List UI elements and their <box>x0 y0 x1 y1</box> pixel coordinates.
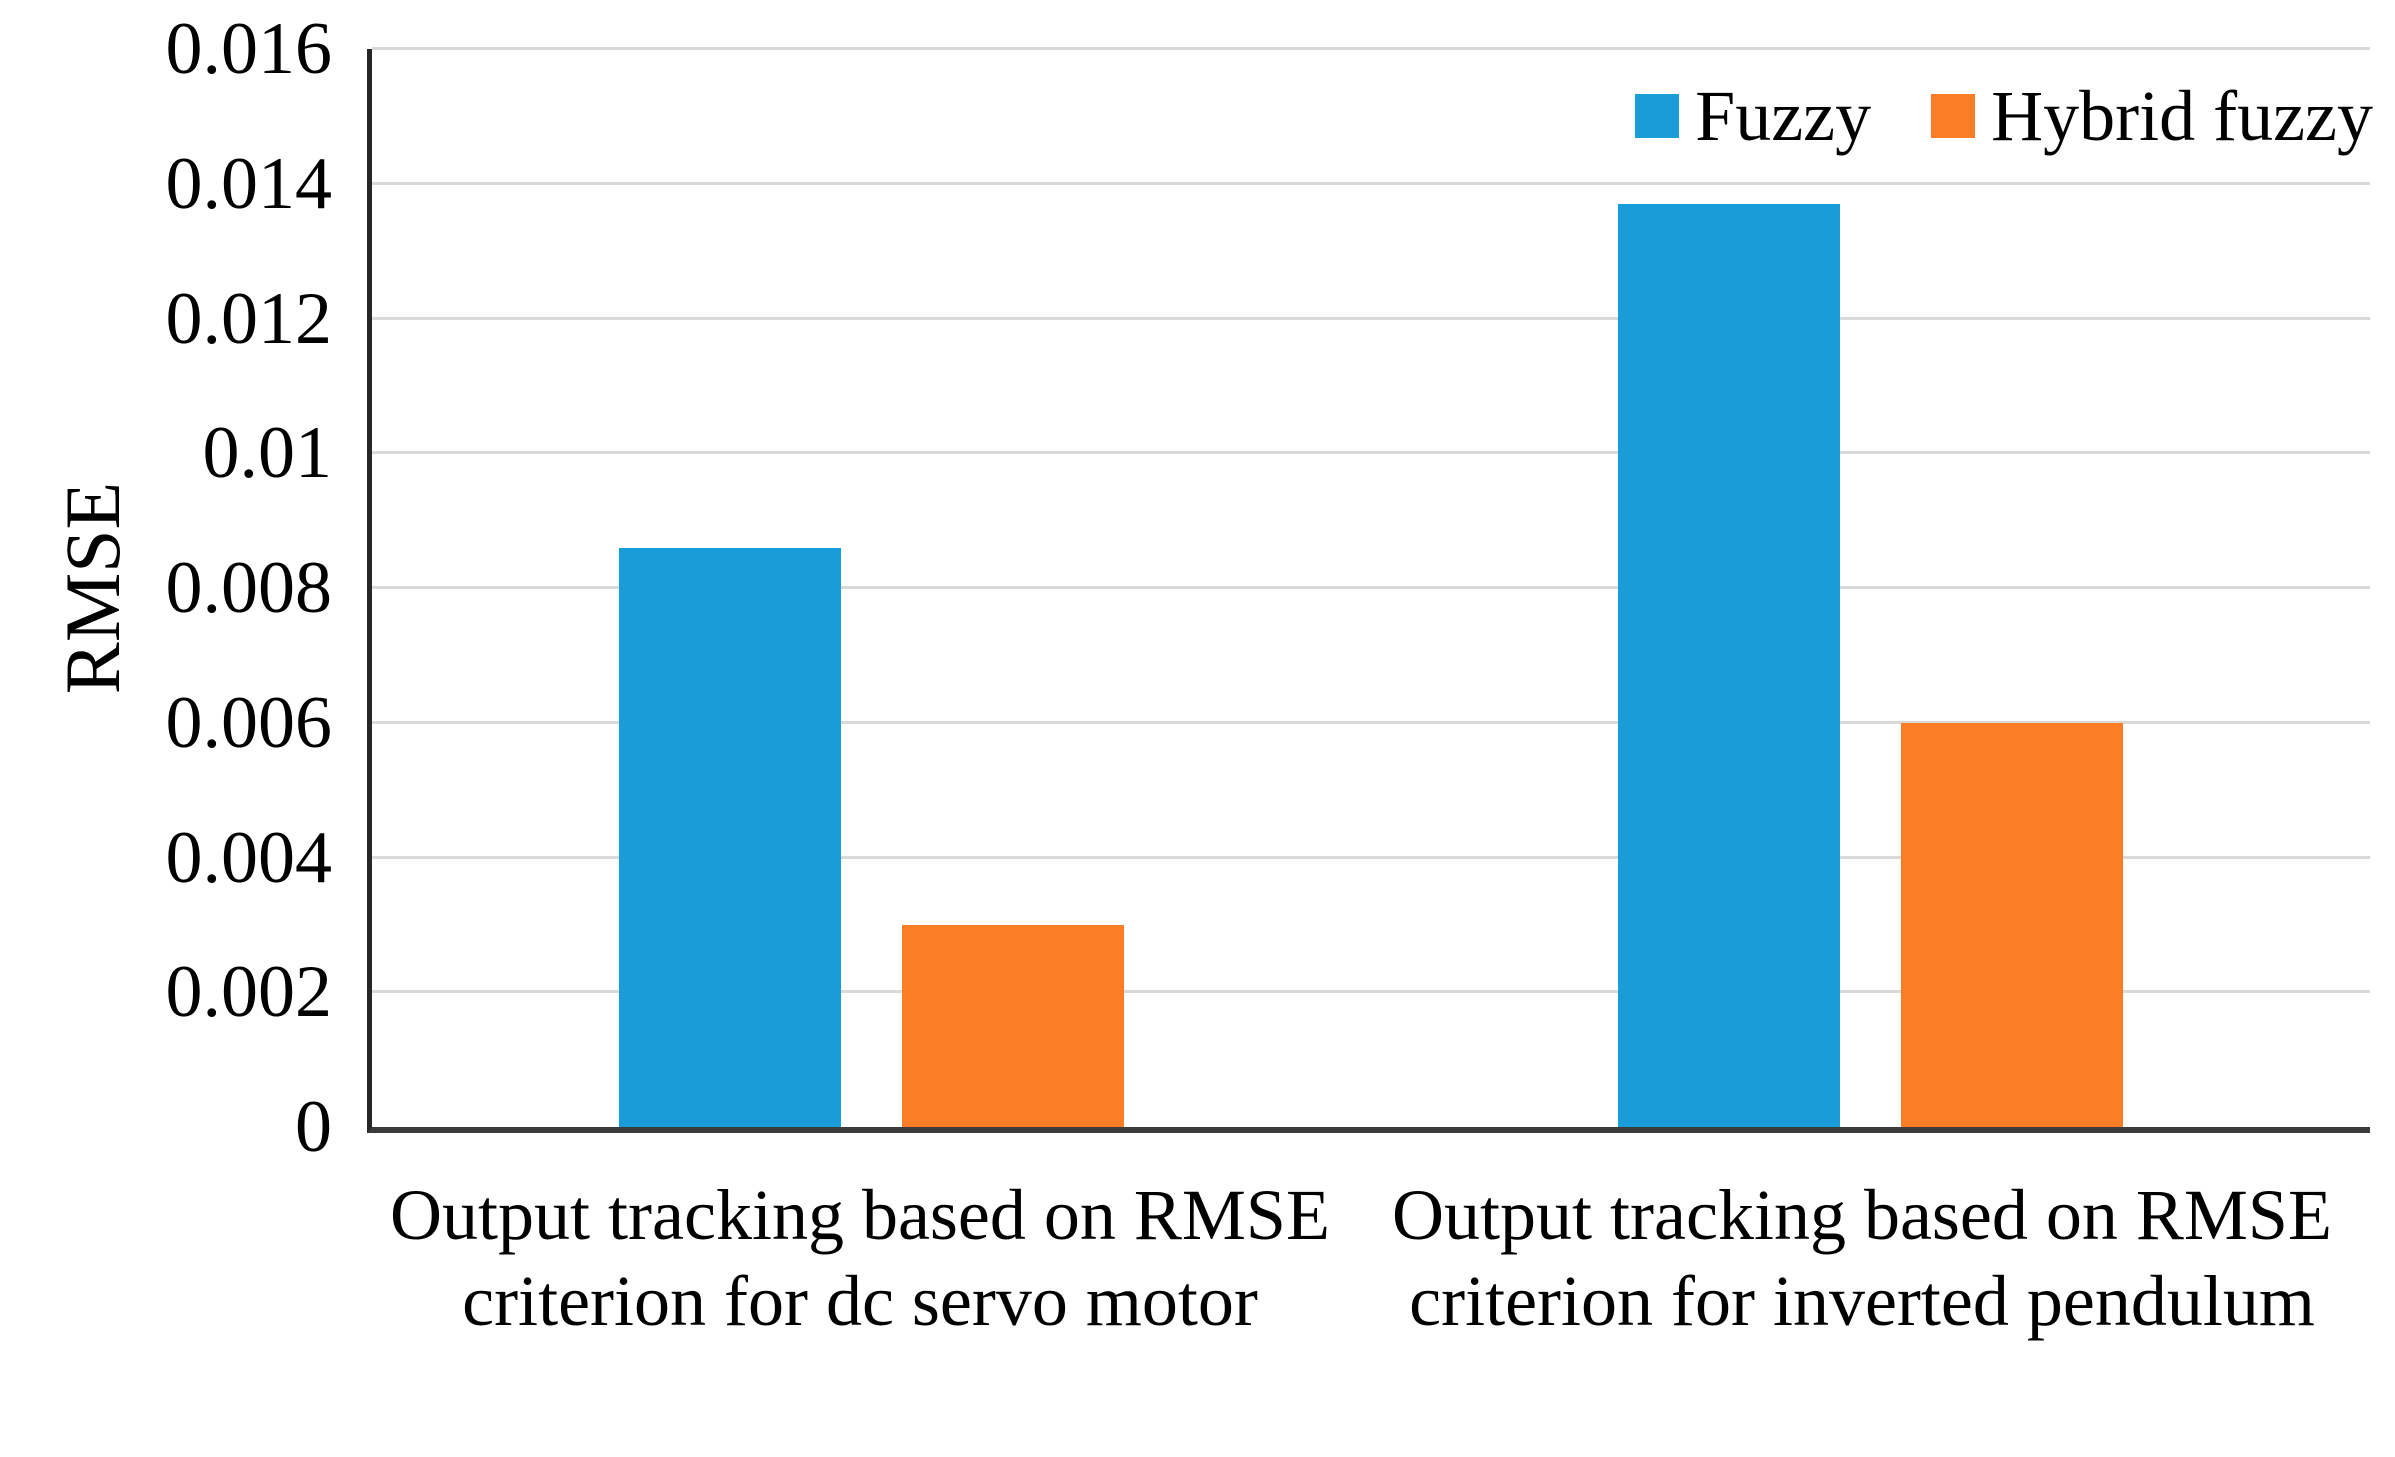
y-axis-tick-label: 0.004 <box>165 816 333 899</box>
legend-swatch-hybrid-fuzzy <box>1931 94 1976 138</box>
gridline <box>372 855 2370 859</box>
gridline <box>372 181 2370 185</box>
y-axis-tick-label: 0.002 <box>165 951 333 1034</box>
y-axis-tick-label: 0.008 <box>165 547 333 629</box>
gridline <box>372 720 2370 724</box>
x-category-label-dc-servo-motor: Output tracking based on RMSE criterion … <box>390 1175 1330 1342</box>
y-axis-tick-label: 0.014 <box>165 142 333 225</box>
legend-item-fuzzy: Fuzzy <box>1635 80 1871 152</box>
y-axis-tick-label: 0 <box>295 1086 332 1168</box>
bar-hybrid-fuzzy-category-1 <box>1900 722 2123 1127</box>
x-category-label-inverted-pendulum: Output tracking based on RMSE criterion … <box>1392 1175 2332 1342</box>
gridline <box>372 586 2370 589</box>
legend: Fuzzy Hybrid fuzzy <box>1635 80 2373 152</box>
bar-fuzzy-category-1 <box>1618 203 1841 1127</box>
legend-label-fuzzy: Fuzzy <box>1695 76 1872 156</box>
bar-hybrid-fuzzy-category-0 <box>901 924 1124 1127</box>
gridline <box>372 316 2370 320</box>
gridline <box>372 990 2370 994</box>
gridline <box>372 47 2370 50</box>
y-axis-tick-label: 0.016 <box>165 8 333 90</box>
legend-item-hybrid-fuzzy: Hybrid fuzzy <box>1931 80 2373 152</box>
y-axis-tick-label: 0.012 <box>165 277 333 360</box>
y-axis-title: RMSE <box>49 481 137 695</box>
gridline <box>372 451 2370 455</box>
y-axis-tick-label: 0.006 <box>165 681 333 764</box>
legend-label-hybrid-fuzzy: Hybrid fuzzy <box>1991 76 2373 156</box>
bar-fuzzy-category-0 <box>619 547 842 1127</box>
y-axis-tick-label: 0.01 <box>202 412 333 495</box>
plot-area: RMSE 0 0.002 0.004 0.006 0.008 0.01 0.012 0.014… <box>49 12 2370 1164</box>
legend-swatch-fuzzy <box>1635 94 1680 138</box>
